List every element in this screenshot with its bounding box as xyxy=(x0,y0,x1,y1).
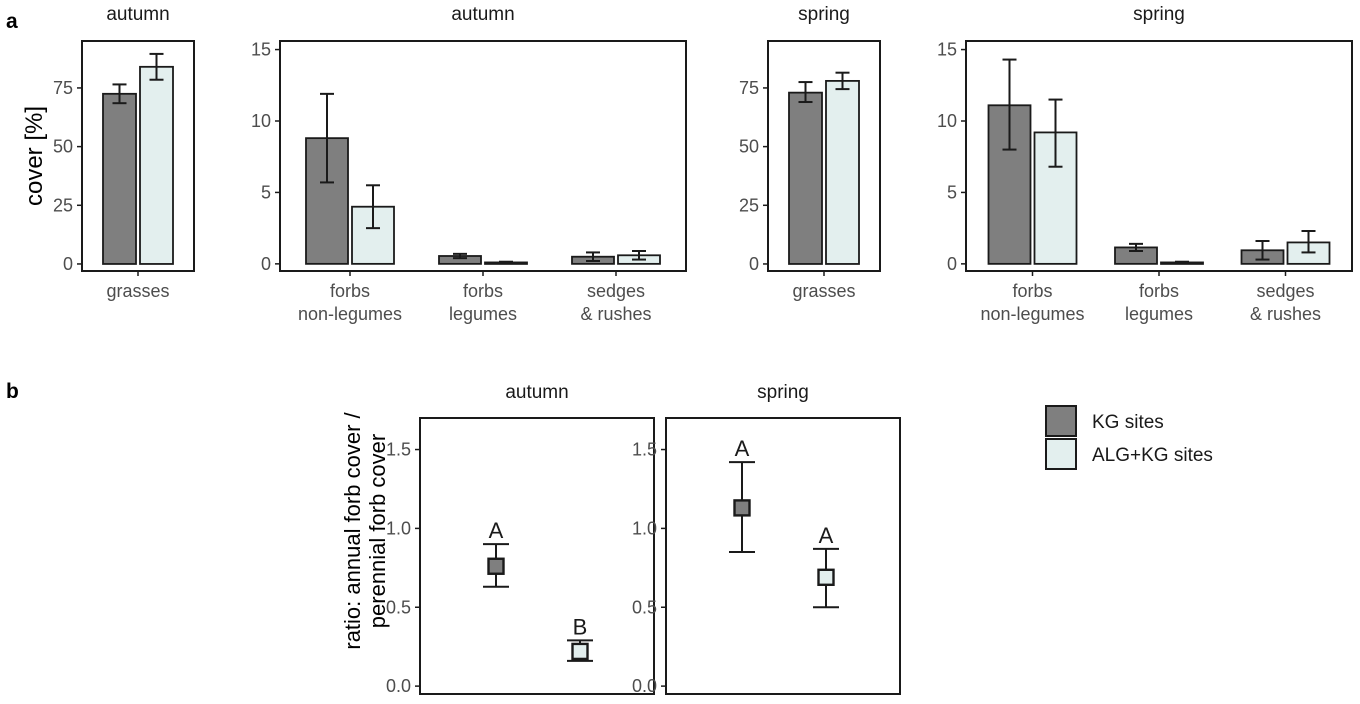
panel-5-ytick-label: 1.0 xyxy=(386,518,411,538)
panel-4-errorbar xyxy=(1048,98,1063,168)
panel-4-errorbar xyxy=(1129,242,1143,252)
panel-2-ytick-label: 0 xyxy=(261,254,271,274)
panel-2-ytick-label: 15 xyxy=(251,40,271,60)
legend-label-alg-kg: ALG+KG sites xyxy=(1092,445,1213,466)
panel-5-ytick-label: 1.5 xyxy=(386,440,411,460)
panel-6-significance-letter: A xyxy=(819,523,834,548)
panel-6-strip-label: spring xyxy=(757,382,809,403)
panel-b-label: b xyxy=(6,380,19,403)
panel-6-ytick-label: 0.0 xyxy=(632,676,657,696)
panel-4-ytick-label: 15 xyxy=(937,40,957,60)
panel-4-errorbar xyxy=(1301,230,1316,254)
panel-1-errorbar xyxy=(112,83,127,105)
panel-a-label: a xyxy=(6,10,18,33)
panel-5-ylabel: ratio: annual forb cover / xyxy=(340,411,365,649)
panel-2-ytick-label: 10 xyxy=(251,111,271,131)
panel-2-xtick-label: non-legumes xyxy=(298,304,402,324)
panel-6-ytick-label: 1.0 xyxy=(632,518,657,538)
panel-3-frame xyxy=(767,40,881,272)
panel-1-xtick-label: grasses xyxy=(106,281,169,301)
panel-3-ytick-label: 50 xyxy=(739,137,759,157)
panel-5-significance-letter: A xyxy=(489,518,504,543)
panel-2-errorbar xyxy=(453,252,467,260)
panel-6-significance-letter: A xyxy=(735,436,750,461)
panel-2-bar xyxy=(305,137,349,265)
panel-3-ytick-label: 0 xyxy=(749,254,759,274)
panel-1-ytick-label: 75 xyxy=(53,78,73,98)
panel-3-strip-label: spring xyxy=(798,4,850,25)
panel-2-errorbar xyxy=(632,250,646,261)
legend-swatch-alg-kg xyxy=(1045,438,1077,470)
panel-4-ytick-label: 5 xyxy=(947,182,957,202)
panel-1-strip-label: autumn xyxy=(106,4,169,25)
panel-3-errorbar xyxy=(798,81,813,104)
panel-6-point xyxy=(733,499,751,517)
panel-5-significance-letter: B xyxy=(573,614,588,639)
panel-5-frame xyxy=(419,417,655,695)
panel-2-xtick-label: legumes xyxy=(449,304,517,324)
panel-2-strip-label: autumn xyxy=(451,4,514,25)
panel-1-errorbar xyxy=(149,52,164,81)
panel-4-xtick-label: forbs xyxy=(1012,281,1052,301)
panel-4-xtick-label: legumes xyxy=(1125,304,1193,324)
panel-2-ytick-label: 5 xyxy=(261,182,271,202)
panel-2-xtick-label: & rushes xyxy=(580,304,651,324)
panel-3-ytick-label: 75 xyxy=(739,78,759,98)
panel-2-xtick-label: forbs xyxy=(330,281,370,301)
panel-1-bar xyxy=(102,92,137,265)
panel-6-ytick-label: 0.5 xyxy=(632,597,657,617)
panel-4-xtick-label: sedges xyxy=(1256,281,1314,301)
panel-6-point xyxy=(817,568,835,586)
panel-6-ytick-label: 1.5 xyxy=(632,440,657,460)
panel-3-ytick-label: 25 xyxy=(739,195,759,215)
panel-4-xtick-label: & rushes xyxy=(1250,304,1321,324)
panel-3-errorbar xyxy=(835,71,850,91)
panel-4-ytick-label: 10 xyxy=(937,111,957,131)
panel-1-ylabel: cover [%] xyxy=(21,106,48,206)
panel-2-bar xyxy=(351,205,395,265)
panel-1-ytick-label: 25 xyxy=(53,195,73,215)
panel-4-errorbar xyxy=(1175,260,1189,265)
legend-label-kg: KG sites xyxy=(1092,412,1164,433)
panel-1-ytick-label: 50 xyxy=(53,137,73,157)
panel-4-ytick-label: 0 xyxy=(947,254,957,274)
panel-5-point xyxy=(571,642,589,661)
panel-5-ylabel: perennial forb cover xyxy=(365,434,390,628)
panel-3-xtick-label: grasses xyxy=(792,281,855,301)
panel-2-errorbar xyxy=(320,92,334,184)
panel-5-strip-label: autumn xyxy=(505,382,568,403)
panel-1-bar xyxy=(139,65,174,265)
panel-5-ytick-label: 0.0 xyxy=(386,676,411,696)
panel-5-ytick-label: 0.5 xyxy=(386,597,411,617)
panel-1-ytick-label: 0 xyxy=(63,254,73,274)
panel-2-xtick-label: sedges xyxy=(587,281,645,301)
panel-3-bar xyxy=(825,79,860,265)
panel-6-frame xyxy=(665,417,901,695)
legend: KG sites ALG+KG sites xyxy=(1045,405,1213,470)
panel-2-errorbar xyxy=(499,260,513,265)
panel-2-errorbar xyxy=(586,251,600,262)
legend-swatch-kg xyxy=(1045,405,1077,437)
panel-2-errorbar xyxy=(366,184,380,230)
panel-5-point xyxy=(487,557,505,575)
panel-4-errorbar xyxy=(1002,58,1017,151)
panel-2-xtick-label: forbs xyxy=(463,281,503,301)
panel-3-bar xyxy=(788,91,823,265)
panel-4-xtick-label: forbs xyxy=(1139,281,1179,301)
panel-4-errorbar xyxy=(1255,240,1270,261)
panel-1-frame xyxy=(81,40,195,272)
panel-4-strip-label: spring xyxy=(1133,4,1185,25)
panel-4-xtick-label: non-legumes xyxy=(980,304,1084,324)
